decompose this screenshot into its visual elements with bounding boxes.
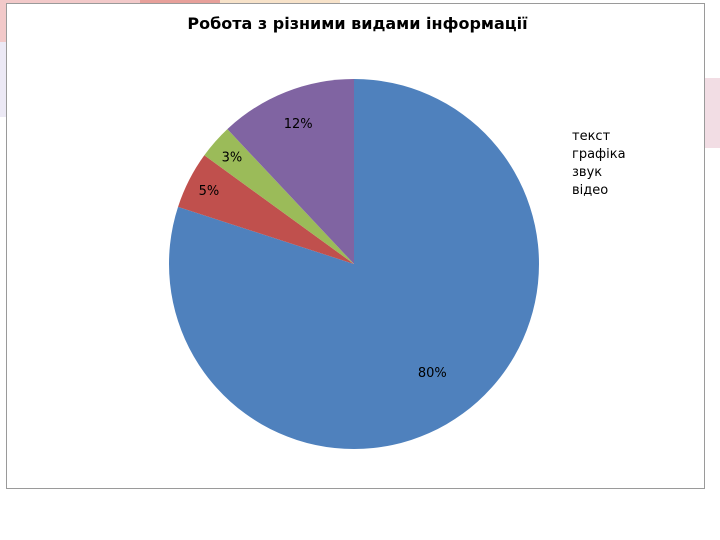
pie-slice-графіка bbox=[178, 155, 354, 264]
decor-block-rose bbox=[700, 78, 720, 148]
legend-item-відео: відео bbox=[572, 183, 609, 198]
data-label-звук: 3% bbox=[222, 150, 243, 165]
pie-slice-звук bbox=[204, 129, 354, 264]
legend-item-графіка: графіка bbox=[572, 147, 626, 162]
legend-item-текст: текст bbox=[572, 129, 611, 144]
data-label-текст: 80% bbox=[418, 366, 447, 381]
data-label-графіка: 5% bbox=[199, 184, 220, 199]
legend: текст графіка звук відео bbox=[572, 128, 626, 200]
pie-slice-відео bbox=[227, 79, 354, 264]
legend-item-звук: звук bbox=[572, 165, 603, 180]
data-label-відео: 12% bbox=[284, 117, 313, 132]
chart-title: Робота з різними видами інформації bbox=[187, 14, 528, 33]
pie-slice-текст bbox=[169, 79, 540, 449]
